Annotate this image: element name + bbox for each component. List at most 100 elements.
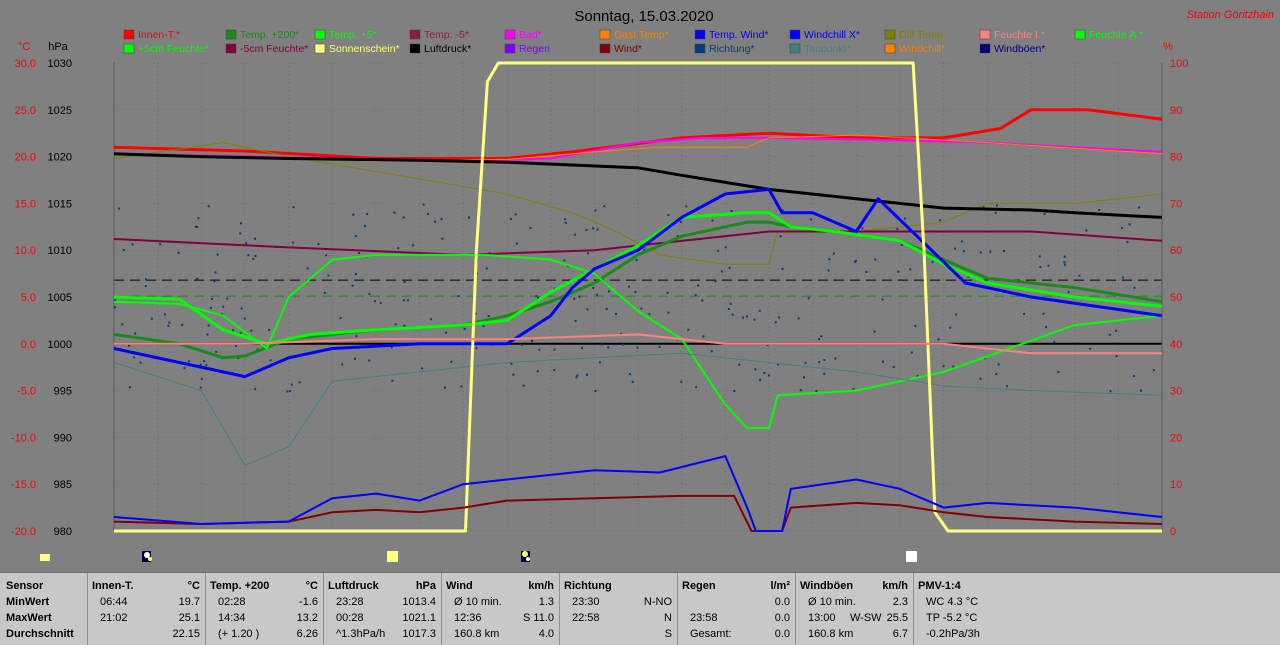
stats-column: Sensor MinWert MaxWert Durchschnitt [6,573,88,645]
direction-dot [317,242,320,245]
stats-label: Durchschnitt [6,628,74,640]
stats-row: MinWert [6,594,88,610]
direction-dot [942,365,945,368]
direction-dot [594,389,597,392]
direction-dot [1133,375,1136,378]
direction-dot [687,328,690,331]
press-unit: hPa [48,41,68,53]
direction-dot [427,212,430,215]
direction-dot [949,326,952,329]
direction-dot [1089,347,1092,350]
direction-dot [745,315,748,318]
direction-dot [207,205,210,208]
pct-tick: 20 [1170,432,1182,444]
direction-dot [450,360,453,363]
direction-dot [199,363,202,366]
direction-dot [733,389,736,392]
stats-label: 23:30 [572,596,600,608]
direction-dot [535,295,538,298]
direction-dot [553,369,556,372]
direction-dot [203,360,206,363]
stats-extra: W-SW [850,612,882,624]
legend-label: Diff Temp. [899,29,946,41]
direction-dot [818,338,821,341]
direction-dot [852,387,855,390]
direction-dot [150,317,153,320]
direction-dot [144,285,147,288]
direction-dot [117,207,120,210]
direction-dot [720,270,723,273]
temp-tick: 30.0 [15,58,36,70]
stats-separator [205,573,206,645]
direction-dot [406,299,409,302]
direction-dot [467,216,470,219]
direction-dot [121,323,124,326]
stats-value: S [664,628,672,640]
direction-dot [865,270,868,273]
direction-dot [823,372,826,375]
stats-value: 1.3 [538,596,554,608]
direction-dot [373,300,376,303]
direction-dot [215,350,218,353]
direction-dot [205,364,208,367]
direction-dot [815,390,818,393]
stats-header: Wind km/h [446,578,558,594]
direction-dot [781,268,784,271]
legend-swatch [225,29,237,40]
direction-dot [952,365,955,368]
series-line-6 [113,220,1163,360]
direction-dot [640,307,643,310]
stats-label: ^1.3hPa/h [336,628,386,640]
direction-dot [731,313,734,316]
direction-dot [269,359,272,362]
direction-dot [728,266,731,269]
stats-column: Luftdruck hPa 23:28 1013.4 00:28 1021.1 ^1.3hP… [328,573,440,645]
temp-tick: 15.0 [15,198,36,210]
direction-dot [711,219,714,222]
stats-value: 1017.3 [402,628,436,640]
direction-dot [187,360,190,363]
stats-value: 6.7 [892,628,908,640]
direction-dot [738,363,741,366]
stats-row: 23:28 1013.4 [328,594,440,610]
direction-dot [697,284,700,287]
direction-dot [620,332,623,335]
pct-tick: 70 [1170,198,1182,210]
stats-label: 160.8 km [454,628,500,640]
series-line-14 [113,455,1163,532]
temp-tick: -5.0 [17,386,36,398]
legend-label: Temp. +5* [329,29,377,41]
direction-dot [159,243,162,246]
press-tick: 990 [54,432,72,444]
sun-icon [40,554,50,561]
legend-swatch [314,43,326,54]
stats-label: Richtung [564,580,612,592]
direction-dot [168,321,171,324]
direction-dot [213,280,216,283]
direction-dot [254,255,257,258]
stats-label: Gesamt: [690,628,732,640]
stats-label: TP -5.2 °C [926,612,978,624]
stats-row: S [564,626,676,642]
stats-value: °C [305,580,318,592]
stats-value: km/h [528,580,554,592]
legend-swatch [599,43,611,54]
direction-dot [614,312,617,315]
stats-separator [323,573,324,645]
stats-row: 23:58 0.0 [682,610,794,626]
stats-row: 06:44 19.7 [92,594,204,610]
direction-dot [564,221,567,224]
direction-dot [232,329,235,332]
stats-value: N [664,612,672,624]
direction-dot [820,335,823,338]
press-tick: 995 [54,386,72,398]
direction-dot [754,368,757,371]
direction-dot [133,356,136,359]
direction-dot [292,241,295,244]
direction-dot [767,374,770,377]
direction-dot [306,267,309,270]
legend-label: Temp. +200* [240,29,299,41]
direction-dot [341,363,344,366]
stats-header: Luftdruck hPa [328,578,440,594]
direction-dot [514,213,517,216]
